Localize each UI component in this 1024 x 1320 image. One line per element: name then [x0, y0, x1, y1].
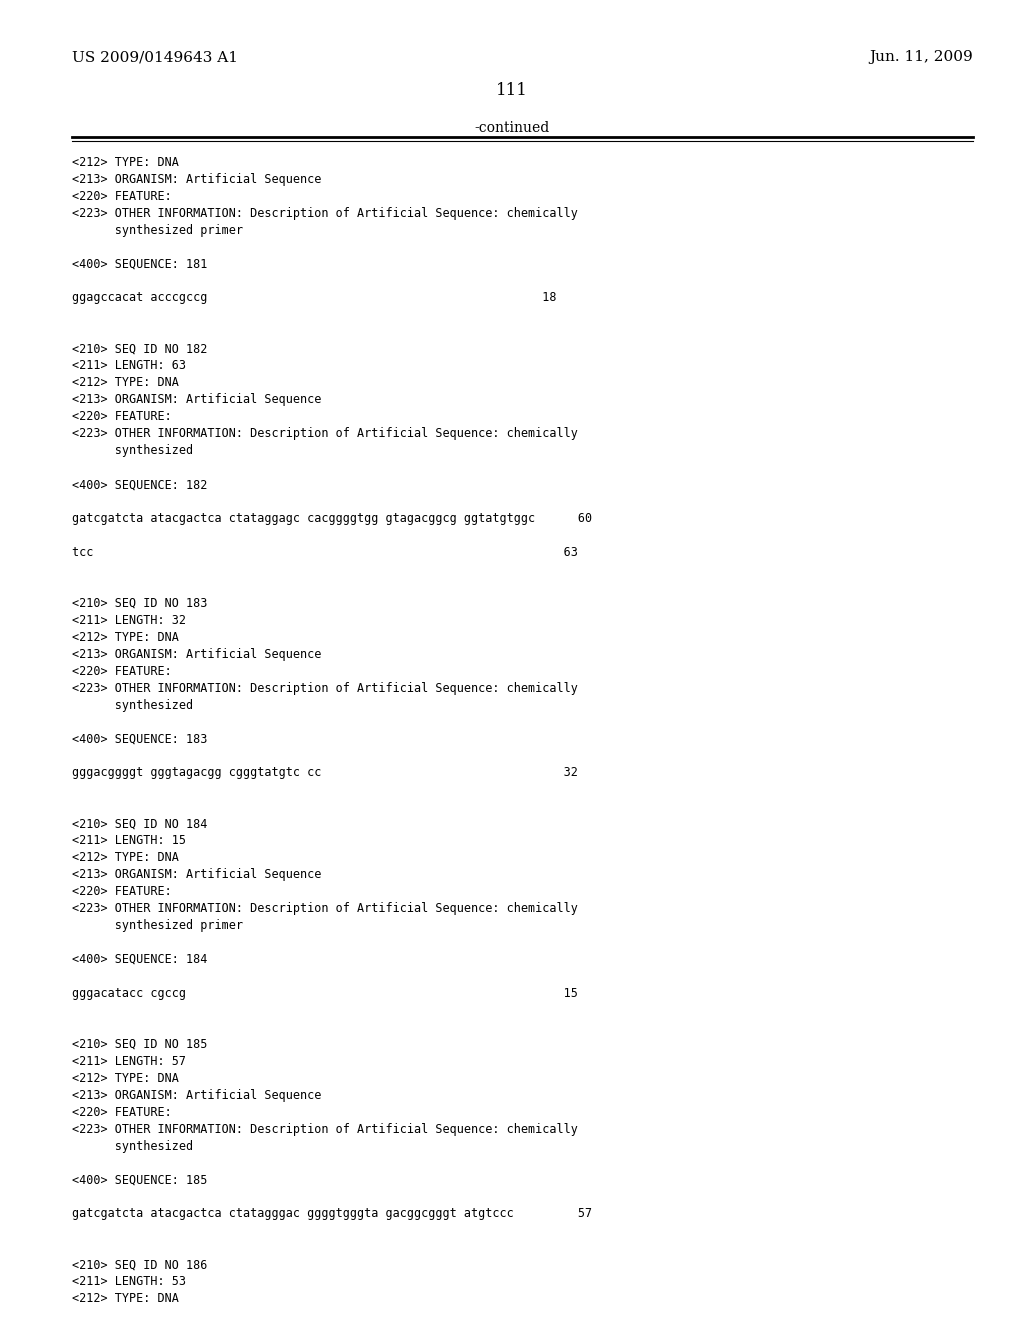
Text: <212> TYPE: DNA: <212> TYPE: DNA — [72, 1072, 178, 1085]
Text: <400> SEQUENCE: 185: <400> SEQUENCE: 185 — [72, 1173, 207, 1187]
Text: -continued: -continued — [474, 121, 550, 136]
Text: gggacatacc cgccg                                                     15: gggacatacc cgccg 15 — [72, 987, 578, 999]
Text: <220> FEATURE:: <220> FEATURE: — [72, 1106, 171, 1118]
Text: gggacggggt gggtagacgg cgggtatgtc cc                                  32: gggacggggt gggtagacgg cgggtatgtc cc 32 — [72, 767, 578, 779]
Text: <220> FEATURE:: <220> FEATURE: — [72, 886, 171, 898]
Text: <213> ORGANISM: Artificial Sequence: <213> ORGANISM: Artificial Sequence — [72, 648, 322, 660]
Text: <213> ORGANISM: Artificial Sequence: <213> ORGANISM: Artificial Sequence — [72, 173, 322, 186]
Text: synthesized: synthesized — [72, 444, 193, 457]
Text: <213> ORGANISM: Artificial Sequence: <213> ORGANISM: Artificial Sequence — [72, 869, 322, 882]
Text: US 2009/0149643 A1: US 2009/0149643 A1 — [72, 50, 238, 65]
Text: <211> LENGTH: 63: <211> LENGTH: 63 — [72, 359, 185, 372]
Text: synthesized: synthesized — [72, 1139, 193, 1152]
Text: <223> OTHER INFORMATION: Description of Artificial Sequence: chemically: <223> OTHER INFORMATION: Description of … — [72, 1122, 578, 1135]
Text: <223> OTHER INFORMATION: Description of Artificial Sequence: chemically: <223> OTHER INFORMATION: Description of … — [72, 428, 578, 440]
Text: <211> LENGTH: 32: <211> LENGTH: 32 — [72, 614, 185, 627]
Text: <223> OTHER INFORMATION: Description of Artificial Sequence: chemically: <223> OTHER INFORMATION: Description of … — [72, 207, 578, 219]
Text: <220> FEATURE:: <220> FEATURE: — [72, 190, 171, 203]
Text: synthesized primer: synthesized primer — [72, 223, 243, 236]
Text: <400> SEQUENCE: 181: <400> SEQUENCE: 181 — [72, 257, 207, 271]
Text: <211> LENGTH: 15: <211> LENGTH: 15 — [72, 834, 185, 847]
Text: synthesized primer: synthesized primer — [72, 919, 243, 932]
Text: <400> SEQUENCE: 182: <400> SEQUENCE: 182 — [72, 478, 207, 491]
Text: <210> SEQ ID NO 184: <210> SEQ ID NO 184 — [72, 817, 207, 830]
Text: <212> TYPE: DNA: <212> TYPE: DNA — [72, 1292, 178, 1305]
Text: <210> SEQ ID NO 182: <210> SEQ ID NO 182 — [72, 342, 207, 355]
Text: <212> TYPE: DNA: <212> TYPE: DNA — [72, 156, 178, 169]
Text: <223> OTHER INFORMATION: Description of Artificial Sequence: chemically: <223> OTHER INFORMATION: Description of … — [72, 681, 578, 694]
Text: ggagccacat acccgccg                                               18: ggagccacat acccgccg 18 — [72, 292, 556, 305]
Text: synthesized: synthesized — [72, 698, 193, 711]
Text: <210> SEQ ID NO 186: <210> SEQ ID NO 186 — [72, 1258, 207, 1271]
Text: gatcgatcta atacgactca ctataggagc cacggggtgg gtagacggcg ggtatgtggc      60: gatcgatcta atacgactca ctataggagc cacgggg… — [72, 512, 592, 525]
Text: <210> SEQ ID NO 185: <210> SEQ ID NO 185 — [72, 1038, 207, 1051]
Text: <211> LENGTH: 53: <211> LENGTH: 53 — [72, 1275, 185, 1288]
Text: <400> SEQUENCE: 183: <400> SEQUENCE: 183 — [72, 733, 207, 746]
Text: <212> TYPE: DNA: <212> TYPE: DNA — [72, 376, 178, 389]
Text: Jun. 11, 2009: Jun. 11, 2009 — [869, 50, 973, 65]
Text: <220> FEATURE:: <220> FEATURE: — [72, 665, 171, 677]
Text: <400> SEQUENCE: 184: <400> SEQUENCE: 184 — [72, 953, 207, 966]
Text: <212> TYPE: DNA: <212> TYPE: DNA — [72, 851, 178, 865]
Text: <223> OTHER INFORMATION: Description of Artificial Sequence: chemically: <223> OTHER INFORMATION: Description of … — [72, 902, 578, 915]
Text: <211> LENGTH: 57: <211> LENGTH: 57 — [72, 1055, 185, 1068]
Text: <213> ORGANISM: Artificial Sequence: <213> ORGANISM: Artificial Sequence — [72, 1089, 322, 1102]
Text: <220> FEATURE:: <220> FEATURE: — [72, 411, 171, 424]
Text: 111: 111 — [496, 82, 528, 99]
Text: <212> TYPE: DNA: <212> TYPE: DNA — [72, 631, 178, 644]
Text: tcc                                                                  63: tcc 63 — [72, 546, 578, 558]
Text: gatcgatcta atacgactca ctatagggac ggggtgggta gacggcgggt atgtccc         57: gatcgatcta atacgactca ctatagggac ggggtgg… — [72, 1208, 592, 1221]
Text: <213> ORGANISM: Artificial Sequence: <213> ORGANISM: Artificial Sequence — [72, 393, 322, 407]
Text: <210> SEQ ID NO 183: <210> SEQ ID NO 183 — [72, 597, 207, 610]
